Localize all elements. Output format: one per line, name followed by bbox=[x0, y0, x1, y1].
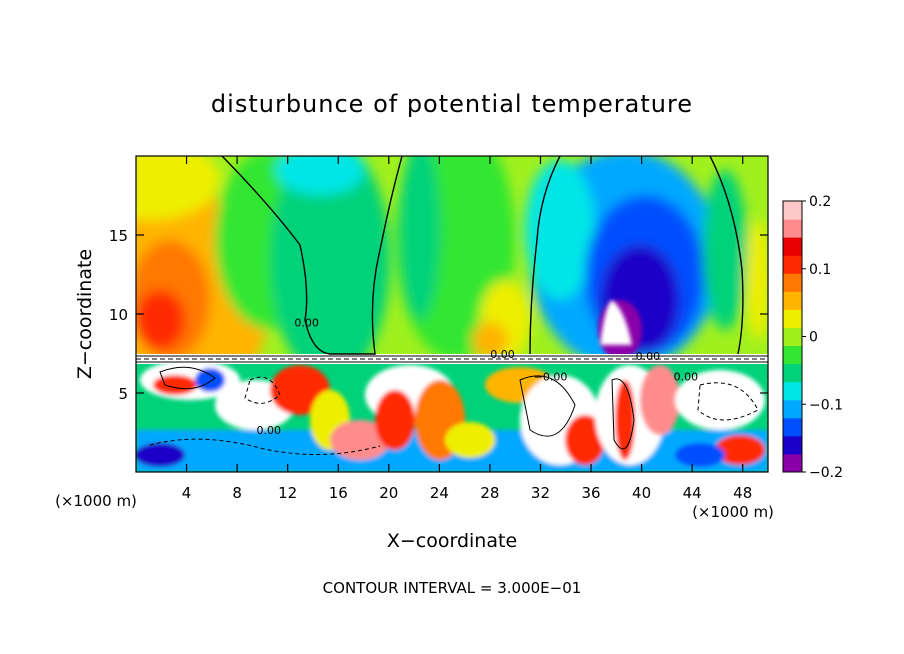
colorbar-swatch bbox=[783, 345, 802, 365]
x-unit-label: (×1000 m) bbox=[55, 492, 137, 510]
x-tick-label: 16 bbox=[329, 484, 348, 502]
colorbar-swatch bbox=[783, 453, 802, 473]
y-tick-label: 15 bbox=[109, 227, 128, 245]
x-tick-label: 12 bbox=[278, 484, 297, 502]
colorbar-tick-label: 0.1 bbox=[809, 262, 831, 278]
colorbar bbox=[782, 200, 803, 473]
contour-label: 0.00 bbox=[490, 348, 515, 361]
colorbar-tick-label: −0.2 bbox=[809, 465, 843, 481]
x-tick-label: 48 bbox=[733, 484, 752, 502]
y-tick-label: 10 bbox=[109, 306, 128, 324]
colorbar-tick-label: 0.2 bbox=[809, 194, 831, 210]
colorbar-swatch bbox=[783, 237, 802, 256]
y-axis-label: Z−coordinate bbox=[74, 249, 96, 379]
x-tick-label: 24 bbox=[430, 484, 449, 502]
colorbar-swatch bbox=[783, 399, 802, 419]
x-tick-label: 20 bbox=[379, 484, 398, 502]
contour-label: −0.00 bbox=[534, 370, 568, 383]
colorbar-ticks: 0.2 0.1 0 −0.1 −0.2 bbox=[802, 194, 843, 481]
x-axis-ticks: 4 8 12 16 20 24 28 32 36 40 44 48 bbox=[182, 156, 752, 502]
colorbar-swatch bbox=[783, 291, 802, 310]
contour-interval-note: CONTOUR INTERVAL = 3.000E−01 bbox=[323, 579, 582, 597]
x-tick-label: 8 bbox=[232, 484, 242, 502]
colorbar-swatch bbox=[783, 273, 802, 292]
colorbar-swatch bbox=[783, 219, 802, 238]
colorbar-swatch bbox=[783, 363, 802, 383]
colorbar-swatch bbox=[783, 309, 802, 328]
contour-label: 0.00 bbox=[674, 370, 699, 383]
x-tick-label: 40 bbox=[632, 484, 651, 502]
colorbar-swatch bbox=[783, 381, 802, 401]
chart-title: disturbunce of potential temperature bbox=[211, 90, 693, 118]
colorbar-swatch bbox=[783, 327, 802, 347]
colorbar-tick-label: −0.1 bbox=[809, 397, 843, 413]
x-tick-label: 4 bbox=[182, 484, 192, 502]
colorbar-swatch bbox=[783, 435, 802, 455]
contour-label: 0.00 bbox=[636, 350, 661, 363]
y-axis-ticks: 5 10 15 bbox=[109, 227, 768, 403]
x-tick-label: 28 bbox=[480, 484, 499, 502]
x-axis-label: X−coordinate bbox=[387, 530, 517, 552]
field-shading bbox=[136, 156, 768, 472]
x-tick-label: 32 bbox=[531, 484, 550, 502]
zero-contour-lines bbox=[221, 156, 744, 355]
contour-label: 0.00 bbox=[294, 317, 319, 330]
z-unit-label: (×1000 m) bbox=[692, 503, 774, 521]
y-tick-label: 5 bbox=[118, 385, 128, 403]
x-tick-label: 36 bbox=[581, 484, 600, 502]
contour-label: 0.00 bbox=[256, 424, 281, 437]
colorbar-swatch bbox=[783, 201, 802, 220]
colorbar-swatch bbox=[783, 417, 802, 437]
x-tick-label: 44 bbox=[683, 484, 702, 502]
colorbar-swatch bbox=[783, 255, 802, 274]
contour-labels: 0.00 0.00 −0.00 0.00 0.00 0.00 bbox=[256, 317, 698, 437]
colorbar-tick-label: 0 bbox=[809, 330, 818, 346]
